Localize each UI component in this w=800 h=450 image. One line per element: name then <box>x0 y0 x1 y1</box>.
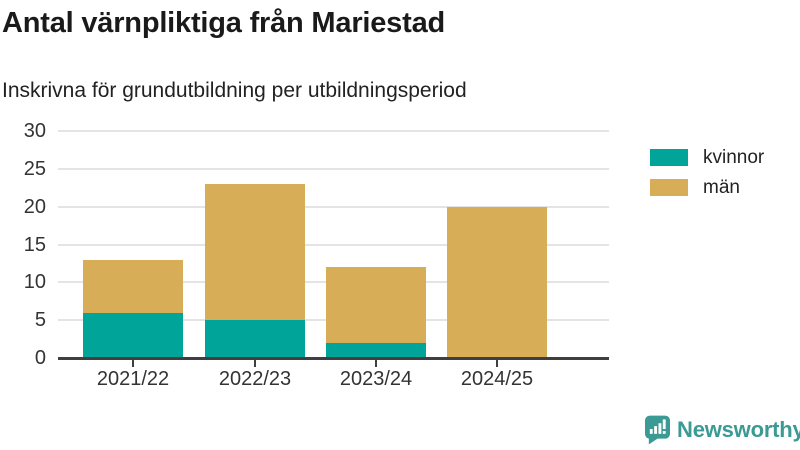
x-axis-tick-label: 2021/22 <box>96 368 170 390</box>
y-axis-tick-label: 0 <box>34 347 46 369</box>
gridline-y30 <box>58 130 609 132</box>
y-axis-tick-label: 10 <box>23 271 46 294</box>
y-axis-tick-label: 30 <box>23 120 46 142</box>
x-axis-line <box>58 357 609 360</box>
bar-segment-kvinnor-2023/24 <box>326 342 426 358</box>
chart-title: Antal värnpliktiga från Mariestad <box>2 7 446 39</box>
bar-segment-män-2023/24 <box>326 267 426 343</box>
x-axis-tick <box>496 359 498 367</box>
bar-segment-män-2022/23 <box>205 183 305 321</box>
newsworthy-wordmark: Newsworthy <box>677 417 800 442</box>
bar-segment-kvinnor-2022/23 <box>205 320 305 358</box>
gridline-y15 <box>58 243 609 246</box>
x-axis-tick <box>132 359 134 367</box>
legend-swatch-man <box>650 179 688 196</box>
bar-segment-män-2024/25 <box>447 206 547 358</box>
legend-item-man: män <box>650 178 764 197</box>
newsworthy-logo: Newsworthy <box>645 415 800 445</box>
x-axis-tick <box>254 359 256 367</box>
x-axis-tick <box>375 359 377 367</box>
newsworthy-logo-icon <box>645 415 670 445</box>
legend-item-kvinnor: kvinnor <box>650 148 764 167</box>
legend-swatch-kvinnor <box>650 149 688 166</box>
legend-label: män <box>703 177 740 198</box>
bar-segment-kvinnor-2021/22 <box>83 312 183 358</box>
legend-label: kvinnor <box>703 147 765 168</box>
x-axis-tick-label: 2024/25 <box>460 368 534 390</box>
y-axis-tick-label: 15 <box>23 233 46 256</box>
x-axis-tick-label: 2022/23 <box>218 368 292 390</box>
bar-segment-män-2021/22 <box>83 259 183 313</box>
legend: kvinnor män <box>650 148 764 197</box>
y-axis-tick-label: 25 <box>23 157 46 180</box>
y-axis-tick-label: 5 <box>34 309 46 332</box>
x-axis-tick-label: 2023/24 <box>339 368 413 390</box>
gridline-y25 <box>58 167 609 170</box>
gridline-y20 <box>58 205 609 208</box>
y-axis-tick-label: 20 <box>23 195 46 218</box>
chart-subtitle: Inskrivna för grundutbildning per utbild… <box>2 79 467 102</box>
